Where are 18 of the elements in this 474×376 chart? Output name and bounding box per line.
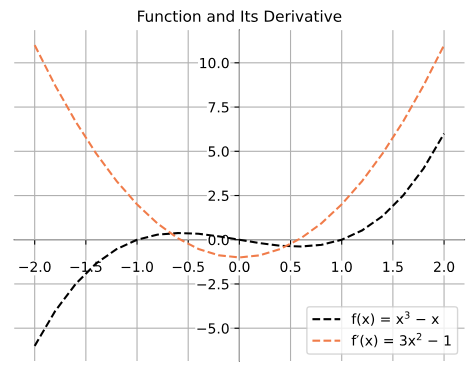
x-tick-label: −1.0 — [122, 262, 153, 272]
y-tick-label: −2.5 — [197, 278, 228, 290]
y-tick-label: 7.5 — [208, 102, 228, 113]
line-series — [34, 44, 446, 258]
x-tick-label: −2.0 — [19, 262, 51, 272]
x-tick-label: 0.0 — [229, 262, 250, 272]
y-tick-label: −5.0 — [197, 323, 229, 334]
x-tick-label: −0.5 — [172, 262, 204, 272]
legend-label: f(x) = x$^{3}$ − x — [352, 311, 439, 326]
chart-title: Function and Its Derivative — [138, 10, 342, 22]
x-tick-label: 0.5 — [280, 262, 300, 272]
x-tick-label: 2.0 — [434, 262, 454, 272]
legend-label: f′(x) = 3x$^{2}$ − 1 — [352, 332, 451, 348]
y-tick-label: 5.0 — [208, 146, 229, 157]
y-tick-label: 2.5 — [208, 190, 228, 201]
y-tick-label: 10.0 — [200, 58, 229, 68]
x-tick-label: 1.5 — [383, 262, 403, 272]
x-tick-label: 1.0 — [332, 262, 352, 272]
